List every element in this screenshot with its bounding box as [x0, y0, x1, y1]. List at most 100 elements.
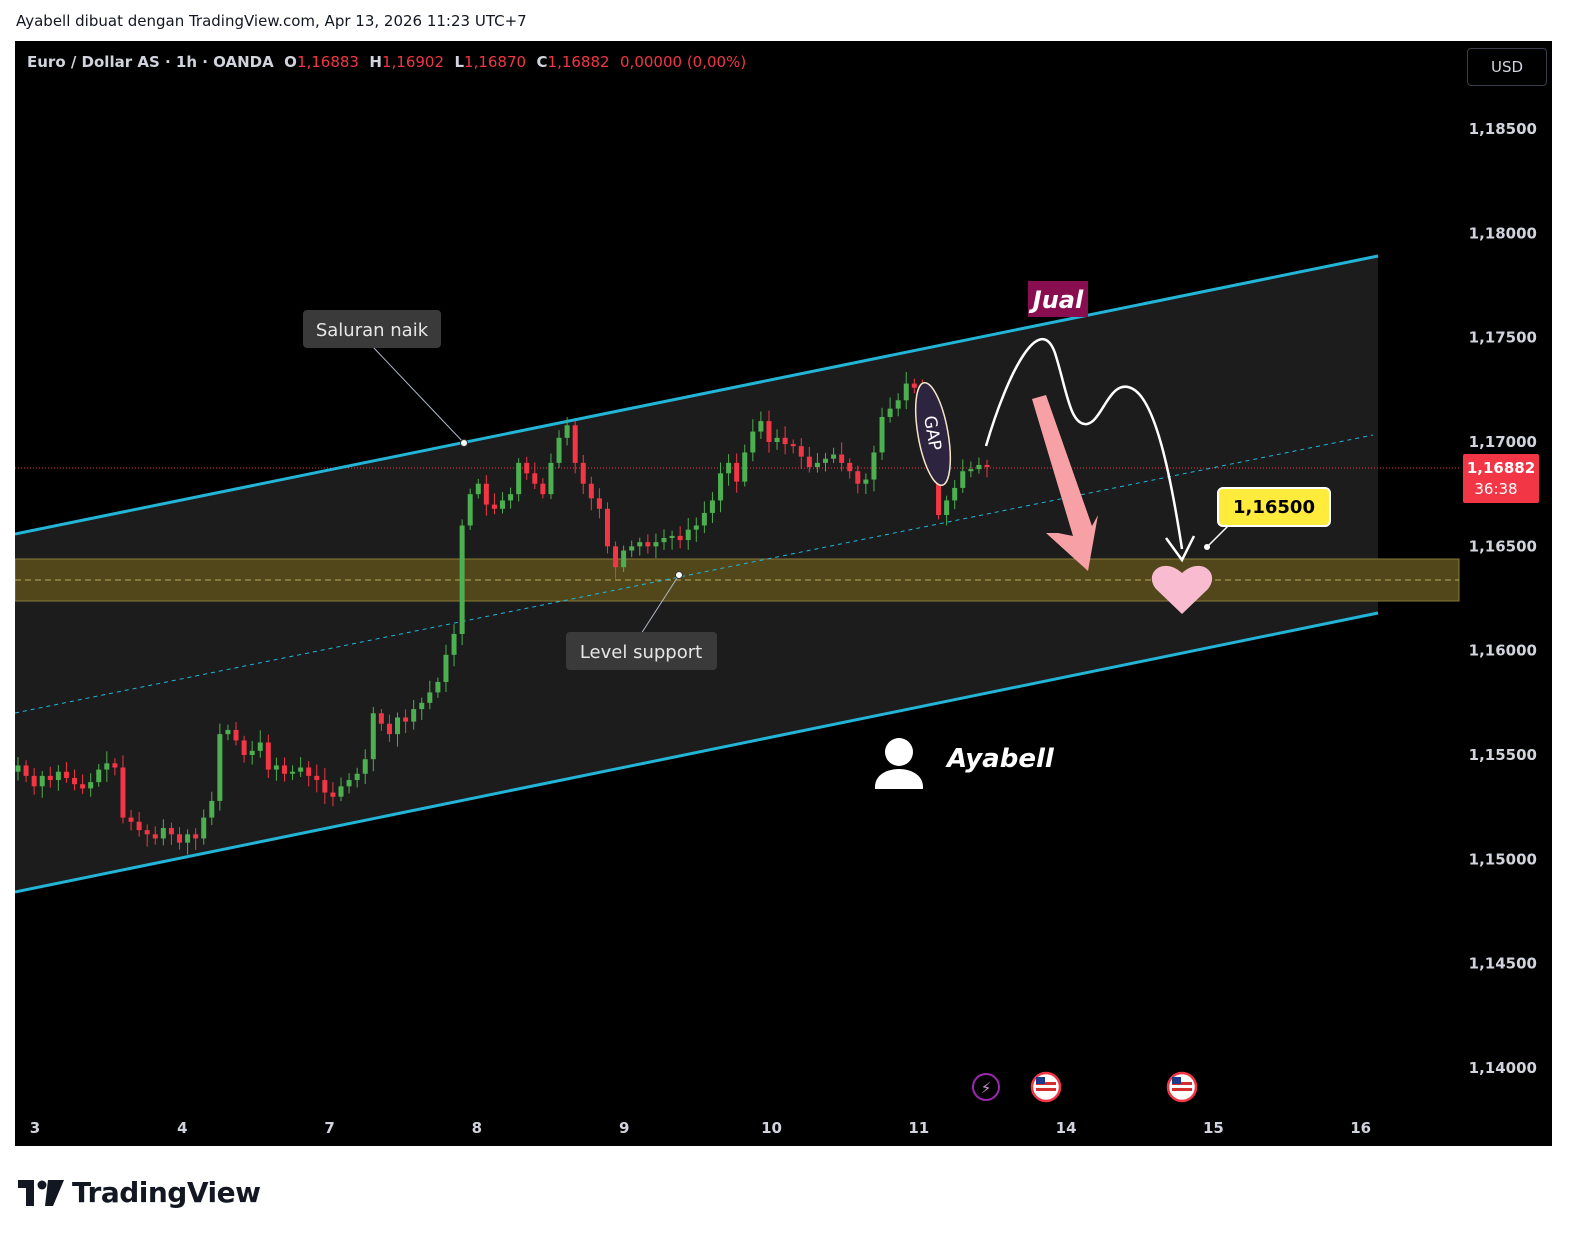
- y-tick-label: 1,18000: [1469, 224, 1537, 242]
- low-label: L: [454, 53, 465, 71]
- candle-body: [185, 834, 191, 843]
- candle-body: [677, 535, 683, 541]
- candle-body: [669, 535, 675, 538]
- candle-body: [233, 729, 239, 741]
- channel-lower-line[interactable]: [15, 611, 1379, 894]
- candle-body: [766, 421, 772, 442]
- candle-body: [540, 483, 546, 495]
- candle-body: [128, 817, 134, 822]
- bar-countdown: 36:38: [1474, 480, 1517, 498]
- y-tick-label: 1,16000: [1469, 642, 1537, 660]
- candle-body: [806, 456, 812, 468]
- y-tick-label: 1,14000: [1469, 1059, 1537, 1077]
- candle-body: [709, 500, 715, 513]
- current-price-value: 1,16882: [1467, 459, 1535, 477]
- candle-body: [257, 742, 263, 751]
- candle-body: [798, 446, 804, 457]
- candle-body: [290, 771, 296, 774]
- candle-body: [338, 786, 344, 797]
- candle-body: [508, 494, 514, 501]
- channel-label: Saluran naik: [316, 320, 429, 341]
- candle-body: [136, 821, 142, 831]
- sell-label-box[interactable]: [1028, 281, 1088, 317]
- down-arrow[interactable]: [1032, 395, 1098, 571]
- y-tick-label: 1,15000: [1469, 850, 1537, 868]
- candle-body: [112, 763, 118, 768]
- time-axis[interactable]: 3 4 7 8 9 10 11 14 15 16: [30, 1119, 1371, 1137]
- candle-body: [645, 542, 651, 547]
- candle-body: [298, 767, 304, 772]
- chart-canvas[interactable]: 1,18500 1,18000 1,17500 1,17000 1,16500 1,160…: [15, 41, 1552, 1146]
- currency-button[interactable]: USD: [1467, 48, 1547, 86]
- candle-body: [72, 777, 78, 785]
- candle-body: [217, 734, 223, 801]
- candle-body: [281, 765, 287, 774]
- candle-body: [548, 462, 554, 495]
- sell-label: Jual: [1029, 286, 1084, 314]
- candle-body: [225, 729, 231, 735]
- candle-body: [895, 400, 901, 409]
- candle-body: [588, 483, 594, 499]
- price-axis[interactable]: 1,18500 1,18000 1,17500 1,17000 1,16500 1,160…: [1469, 120, 1537, 1077]
- support-anchor-dot: [675, 571, 683, 579]
- x-tick-label: 10: [761, 1119, 782, 1137]
- candle-body: [15, 765, 21, 772]
- candle-body: [887, 408, 893, 417]
- candle-body: [685, 529, 691, 541]
- author-label: Ayabell: [945, 744, 1055, 774]
- support-label-box[interactable]: [566, 632, 717, 670]
- candle-body: [774, 437, 780, 442]
- channel-callout-line: [372, 346, 465, 444]
- tradingview-logo-icon: [18, 1179, 64, 1206]
- target-anchor-dot: [1204, 544, 1210, 550]
- candle-body: [322, 780, 328, 793]
- support-label: Level support: [580, 642, 702, 663]
- candle-body: [144, 830, 150, 835]
- candle-body: [88, 782, 94, 789]
- candle-body: [475, 483, 481, 495]
- channel-upper-line[interactable]: [15, 254, 1379, 536]
- chart-panel[interactable]: 1,18500 1,18000 1,17500 1,17000 1,16500 1,160…: [15, 41, 1552, 1146]
- candle-body: [621, 550, 627, 568]
- candle-body: [968, 469, 974, 472]
- candle-body: [241, 740, 247, 755]
- candle-body: [419, 702, 425, 710]
- candle-body: [532, 473, 538, 484]
- candle-body: [39, 775, 45, 787]
- channel-label-box[interactable]: [303, 310, 441, 348]
- open-value: 1,16883: [296, 53, 359, 71]
- candle-body: [847, 462, 853, 472]
- target-callout-line: [1206, 523, 1231, 548]
- gap-ellipse[interactable]: [909, 380, 957, 488]
- candle-body: [903, 383, 909, 401]
- candle-body: [976, 464, 982, 470]
- candle-body: [177, 834, 182, 843]
- target-label-box[interactable]: [1217, 487, 1331, 527]
- us-flag-icon[interactable]: [1166, 1071, 1198, 1103]
- candle-body: [152, 834, 158, 839]
- lightning-icon[interactable]: [972, 1073, 1000, 1101]
- candle-body: [31, 775, 37, 787]
- low-value: 1,16870: [464, 53, 527, 71]
- candle-body: [863, 479, 869, 484]
- x-tick-label: 15: [1203, 1119, 1224, 1137]
- candle-body: [47, 775, 53, 781]
- current-price-tag[interactable]: [1463, 454, 1539, 503]
- candle-body: [483, 483, 489, 505]
- x-tick-label: 4: [177, 1119, 187, 1137]
- y-tick-label: 1,17500: [1469, 329, 1537, 347]
- candle-body: [911, 383, 917, 388]
- candle-body: [596, 498, 602, 509]
- symbol-name: Euro / Dollar AS · 1h · OANDA: [27, 53, 274, 71]
- candle-body: [362, 759, 368, 774]
- close-value: 1,16882: [547, 53, 610, 71]
- x-tick-label: 11: [908, 1119, 929, 1137]
- candle-body: [209, 800, 215, 818]
- close-label: C: [536, 53, 548, 71]
- y-tick-label: 1,16500: [1469, 537, 1537, 555]
- candle-body: [580, 462, 586, 484]
- us-flag-icon[interactable]: [1030, 1071, 1062, 1103]
- attribution-header: Ayabell dibuat dengan TradingView.com, A…: [16, 12, 527, 30]
- footer-brand[interactable]: TradingView: [18, 1176, 261, 1209]
- candle-body: [427, 692, 433, 703]
